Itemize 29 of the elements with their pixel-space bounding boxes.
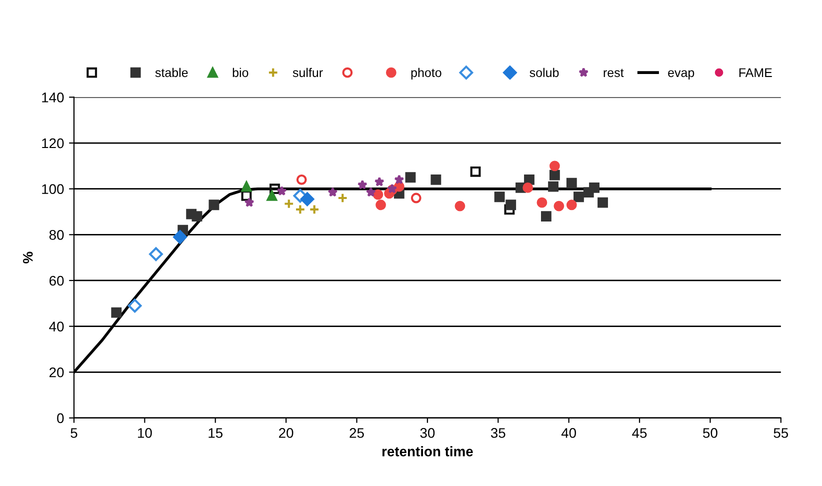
x-tick-label: 35 — [490, 428, 506, 438]
x-tick-label: 20 — [279, 428, 294, 438]
x-tick-label: 15 — [208, 428, 223, 438]
y-axis-title: % — [22, 252, 33, 264]
y-tick-label: 80 — [49, 230, 64, 240]
legend-label: solub — [530, 68, 559, 78]
x-axis-title: retention time — [382, 446, 473, 456]
x-tick-label: 45 — [632, 428, 647, 438]
x-tick-label: 5 — [70, 428, 78, 438]
x-tick-label: 30 — [420, 428, 435, 438]
legend-label: photo — [411, 68, 442, 80]
x-tick-label: 55 — [774, 428, 788, 438]
y-tick-label: 140 — [42, 92, 64, 102]
x-tick-label: 40 — [561, 428, 576, 438]
y-tick-label: 60 — [50, 276, 64, 286]
legend-label: evap — [668, 70, 694, 80]
x-tick-label: 50 — [703, 428, 718, 438]
legend-label: stable — [155, 68, 188, 78]
legend-label: FAME — [739, 68, 772, 77]
legend-label: bio — [232, 68, 248, 78]
y-tick-label: 100 — [42, 184, 64, 194]
x-tick-label: 25 — [350, 428, 364, 438]
y-tick-label: 0 — [57, 413, 64, 424]
x-tick-label: 10 — [138, 428, 152, 438]
legend-label: sulfur — [292, 68, 323, 78]
legend-label: rest — [604, 68, 624, 78]
y-tick-label: 20 — [50, 367, 64, 378]
y-tick-label: 40 — [49, 322, 64, 332]
y-tick-label: 120 — [42, 138, 64, 148]
